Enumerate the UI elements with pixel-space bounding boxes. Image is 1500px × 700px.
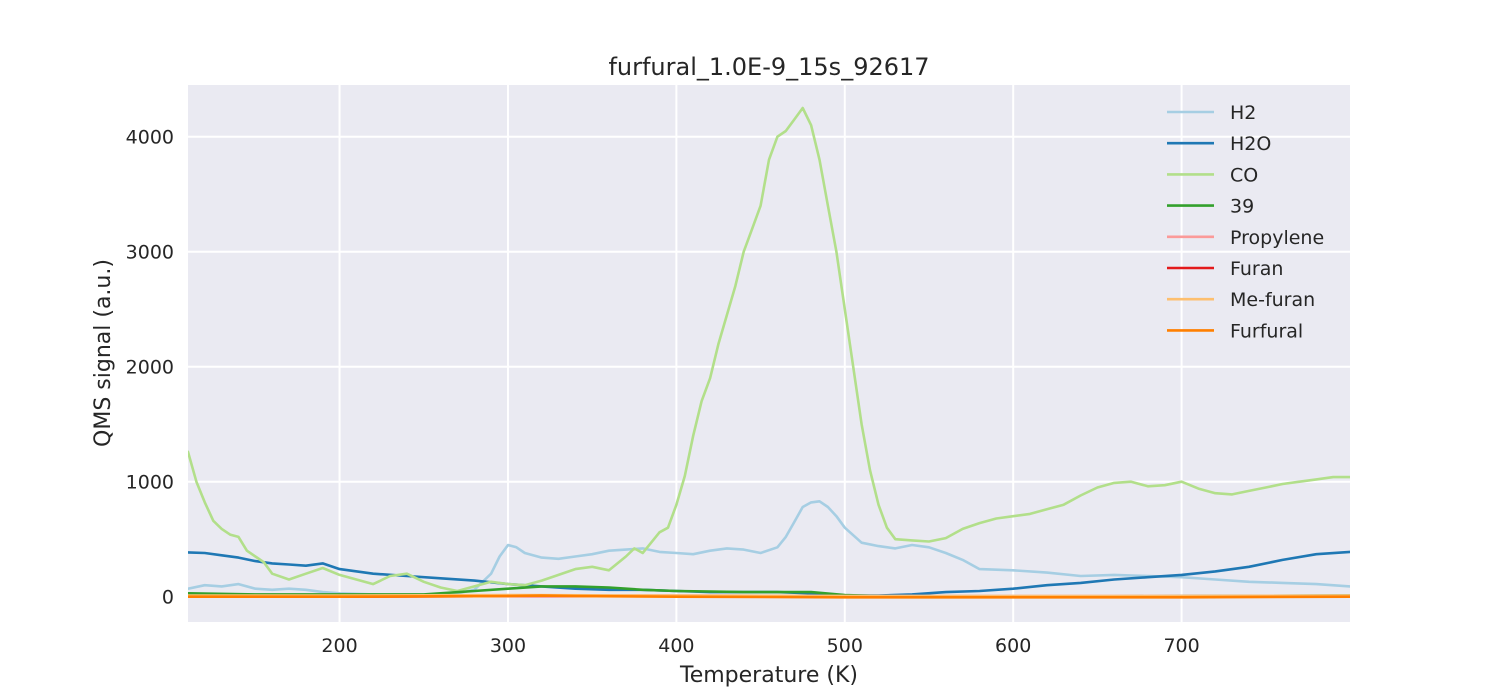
legend-label-co: CO	[1230, 164, 1258, 186]
x-tick-label: 700	[1163, 635, 1199, 657]
legend-label-h2: H2	[1230, 102, 1256, 124]
chart-title: furfural_1.0E-9_15s_92617	[608, 53, 929, 81]
legend-label-furfural: Furfural	[1230, 320, 1303, 342]
legend-label-39: 39	[1230, 196, 1254, 218]
x-tick-label: 500	[827, 635, 863, 657]
y-tick-label: 3000	[126, 242, 174, 264]
plot-background	[188, 85, 1350, 622]
legend-label-me-furan: Me-furan	[1230, 289, 1315, 311]
x-tick-label: 300	[490, 635, 526, 657]
series-line-co	[188, 106, 1350, 593]
x-tick-label: 400	[658, 635, 694, 657]
y-tick-label: 2000	[126, 357, 174, 379]
y-tick-label: 1000	[126, 472, 174, 494]
legend-label-h2o: H2O	[1230, 133, 1271, 155]
legend-label-furan: Furan	[1230, 258, 1283, 280]
legend: H2 H2O CO 39 Propylene Furan Me-furan Furfural	[1167, 102, 1324, 342]
x-axis-title: Temperature (K)	[679, 663, 858, 688]
x-axis-ticks: 200 300 400 500 600 700	[321, 635, 1199, 657]
series-line-furfural	[188, 594, 1350, 599]
y-tick-label: 4000	[126, 127, 174, 149]
y-tick-label: 0	[162, 587, 174, 609]
x-tick-label: 200	[321, 635, 357, 657]
legend-label-propylene: Propylene	[1230, 227, 1324, 249]
x-tick-label: 600	[995, 635, 1031, 657]
y-axis-title: QMS signal (a.u.)	[91, 259, 116, 447]
y-axis-ticks: 0 1000 2000 3000 4000	[126, 127, 174, 609]
series-layer	[188, 106, 1350, 599]
